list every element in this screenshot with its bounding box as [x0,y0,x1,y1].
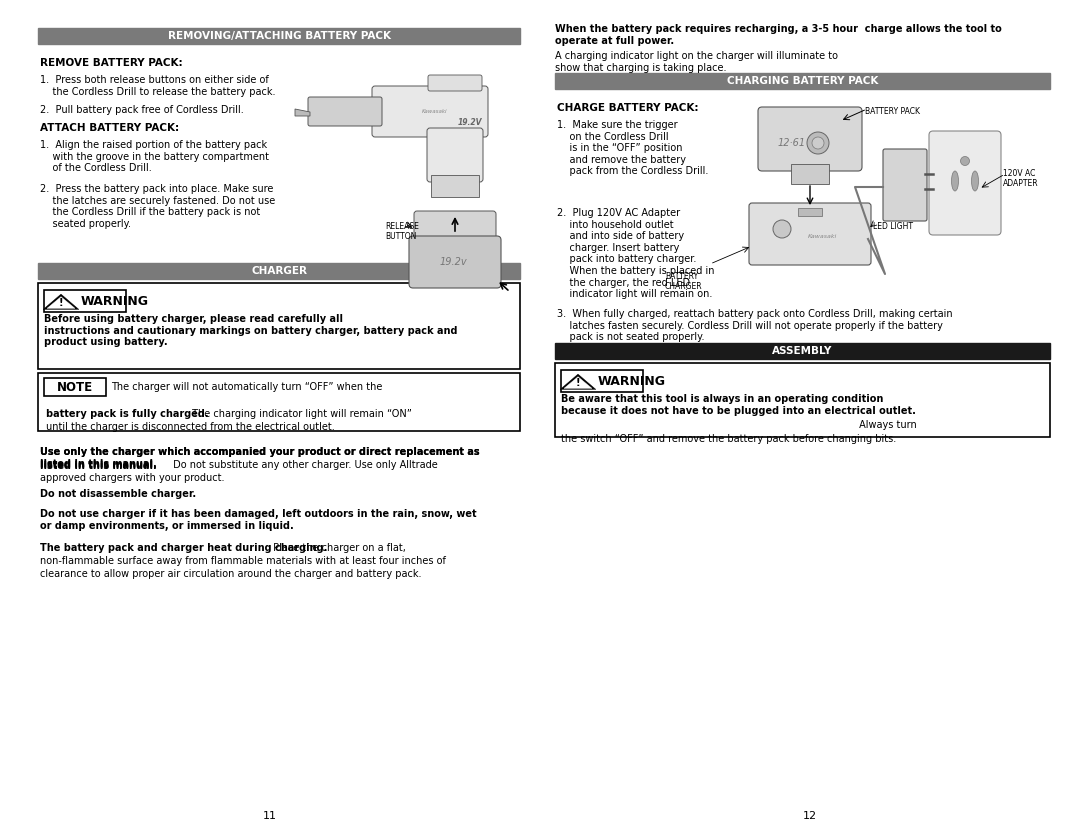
Ellipse shape [812,137,824,149]
FancyBboxPatch shape [44,290,126,312]
Text: The battery pack and charger heat during charging.: The battery pack and charger heat during… [40,543,327,553]
Text: 19.2V: 19.2V [458,118,483,127]
FancyBboxPatch shape [555,343,1050,359]
Ellipse shape [972,171,978,191]
Text: battery pack is fully charged.: battery pack is fully charged. [46,409,208,419]
FancyBboxPatch shape [427,128,483,182]
Text: Before using battery charger, please read carefully all
instructions and caution: Before using battery charger, please rea… [44,314,458,347]
Polygon shape [43,294,79,309]
Text: Use only the charger which accompanied your product or direct replacement as
lis: Use only the charger which accompanied y… [40,447,480,469]
FancyBboxPatch shape [308,97,382,126]
Text: BATTERY
CHARGER: BATTERY CHARGER [665,272,703,291]
Ellipse shape [807,132,829,154]
Text: The charging indicator light will remain “ON”: The charging indicator light will remain… [189,409,411,419]
Text: 2.  Press the battery pack into place. Make sure
    the latches are securely fa: 2. Press the battery pack into place. Ma… [40,184,275,229]
FancyBboxPatch shape [431,175,480,197]
FancyBboxPatch shape [38,28,519,44]
Text: ATTACH BATTERY PACK:: ATTACH BATTERY PACK: [40,123,179,133]
Text: NOTE: NOTE [57,380,93,394]
Polygon shape [564,377,592,389]
FancyBboxPatch shape [38,373,519,431]
Text: Always turn: Always turn [856,420,917,430]
FancyBboxPatch shape [750,203,870,265]
Text: REMOVE BATTERY PACK:: REMOVE BATTERY PACK: [40,58,183,68]
Text: The charger will not automatically turn “OFF” when the: The charger will not automatically turn … [111,382,382,392]
Polygon shape [48,297,75,309]
FancyBboxPatch shape [883,149,927,221]
Text: CHARGER: CHARGER [251,266,307,276]
Text: WARNING: WARNING [81,294,149,308]
Text: !: ! [576,378,580,388]
FancyBboxPatch shape [555,363,1050,437]
Ellipse shape [951,171,959,191]
Text: 1.  Make sure the trigger
    on the Cordless Drill
    is in the “OFF” position: 1. Make sure the trigger on the Cordless… [557,120,708,177]
Text: non-flammable surface away from flammable materials with at least four inches of: non-flammable surface away from flammabl… [40,556,446,566]
Text: 19.2v: 19.2v [440,257,467,267]
Text: Kawasaki: Kawasaki [808,234,837,239]
Text: Use only the charger which accompanied your product or direct replacement as: Use only the charger which accompanied y… [40,447,480,457]
Polygon shape [561,374,596,389]
Text: LED LIGHT: LED LIGHT [873,222,913,231]
Text: Be aware that this tool is always in an operating condition
because it does not : Be aware that this tool is always in an … [561,394,916,415]
FancyBboxPatch shape [791,164,829,184]
Text: clearance to allow proper air circulation around the charger and battery pack.: clearance to allow proper air circulatio… [40,569,421,579]
Ellipse shape [773,220,791,238]
Text: REMOVING/ATTACHING BATTERY PACK: REMOVING/ATTACHING BATTERY PACK [167,31,391,41]
FancyBboxPatch shape [409,236,501,288]
FancyBboxPatch shape [44,378,106,396]
Text: Do not use charger if it has been damaged, left outdoors in the rain, snow, wet
: Do not use charger if it has been damage… [40,509,476,530]
Text: A charging indicator light on the charger will illuminate to
show that charging : A charging indicator light on the charge… [555,51,838,73]
Polygon shape [295,109,310,116]
Text: 11: 11 [264,811,276,821]
Text: the switch “OFF” and remove the battery pack before changing bits.: the switch “OFF” and remove the battery … [561,434,896,444]
Text: 2.  Plug 120V AC Adapter
    into household outlet
    and into side of battery
: 2. Plug 120V AC Adapter into household o… [557,208,715,299]
Text: 2.  Pull battery pack free of Cordless Drill.: 2. Pull battery pack free of Cordless Dr… [40,105,244,115]
Text: 12·61: 12·61 [778,138,806,148]
Text: RELEASE
BUTTON: RELEASE BUTTON [384,222,419,241]
FancyBboxPatch shape [758,107,862,171]
Text: listed in this manual.: listed in this manual. [40,461,157,471]
FancyBboxPatch shape [414,211,496,247]
Text: listed in this manual.: listed in this manual. [40,460,157,470]
Text: BATTERY PACK: BATTERY PACK [865,107,920,116]
Text: 1.  Press both release buttons on either side of
    the Cordless Drill to relea: 1. Press both release buttons on either … [40,75,275,97]
Ellipse shape [960,157,970,165]
Text: Place the charger on a flat,: Place the charger on a flat, [270,543,406,553]
Text: 3.  When fully charged, reattach battery pack onto Cordless Drill, making certai: 3. When fully charged, reattach battery … [557,309,953,342]
Text: ASSEMBLY: ASSEMBLY [772,346,833,356]
FancyBboxPatch shape [798,208,822,216]
FancyBboxPatch shape [428,75,482,91]
Text: Do not disassemble charger.: Do not disassemble charger. [40,489,197,499]
FancyBboxPatch shape [561,370,643,392]
Text: Kawasaki: Kawasaki [422,108,448,113]
Text: CHARGING BATTERY PACK: CHARGING BATTERY PACK [727,76,878,86]
FancyBboxPatch shape [929,131,1001,235]
Text: approved chargers with your product.: approved chargers with your product. [40,473,225,483]
FancyBboxPatch shape [38,283,519,369]
Text: !: ! [58,298,64,308]
Text: 1.  Align the raised portion of the battery pack
    with the groove in the batt: 1. Align the raised portion of the batte… [40,140,269,173]
FancyBboxPatch shape [38,263,519,279]
Text: until the charger is disconnected from the electrical outlet.: until the charger is disconnected from t… [46,422,335,432]
Text: When the battery pack requires recharging, a 3-5 hour  charge allows the tool to: When the battery pack requires rechargin… [555,24,1002,46]
Text: 120V AC
ADAPTER: 120V AC ADAPTER [1003,169,1039,188]
FancyBboxPatch shape [372,86,488,137]
FancyBboxPatch shape [555,73,1050,89]
Text: CHARGE BATTERY PACK:: CHARGE BATTERY PACK: [557,103,699,113]
Text: Do not substitute any other charger. Use only Alltrade: Do not substitute any other charger. Use… [170,460,437,470]
Text: 12: 12 [802,811,818,821]
Text: WARNING: WARNING [598,374,666,388]
